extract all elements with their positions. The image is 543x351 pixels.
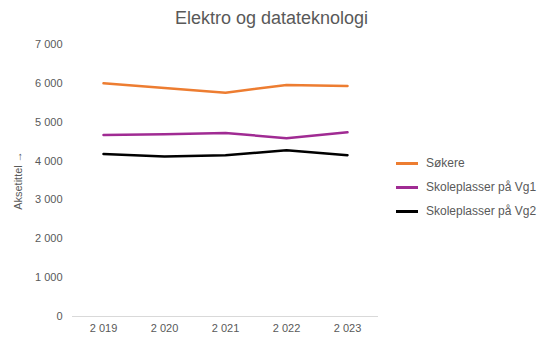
html-text:Elektro og datateknologi: Elektro og datateknologi [174, 8, 369, 28]
svg-text:2 022: 2 022 [273, 322, 301, 334]
svg-text:0: 0 [56, 310, 62, 322]
svg-text:1 000: 1 000 [35, 271, 63, 283]
svg-text:3 000: 3 000 [35, 193, 63, 205]
svg-text:2 020: 2 020 [151, 322, 179, 334]
svg-text:Aksetittel →: Aksetittel → [12, 151, 24, 210]
html-text:Skoleplasser på Vg1: Skoleplasser på Vg1 [426, 180, 537, 194]
svg-text:2 019: 2 019 [90, 322, 118, 334]
svg-text:7 000: 7 000 [35, 38, 63, 50]
html-text:Skoleplasser på Vg2: Skoleplasser på Vg2 [426, 204, 537, 218]
html-text:Søkere: Søkere [426, 156, 465, 170]
svg-text:6 000: 6 000 [35, 77, 63, 89]
svg-text:2 000: 2 000 [35, 232, 63, 244]
svg-text:2 023: 2 023 [334, 322, 362, 334]
svg-text:5 000: 5 000 [35, 116, 63, 128]
svg-text:2 021: 2 021 [212, 322, 240, 334]
svg-text:4 000: 4 000 [35, 155, 63, 167]
